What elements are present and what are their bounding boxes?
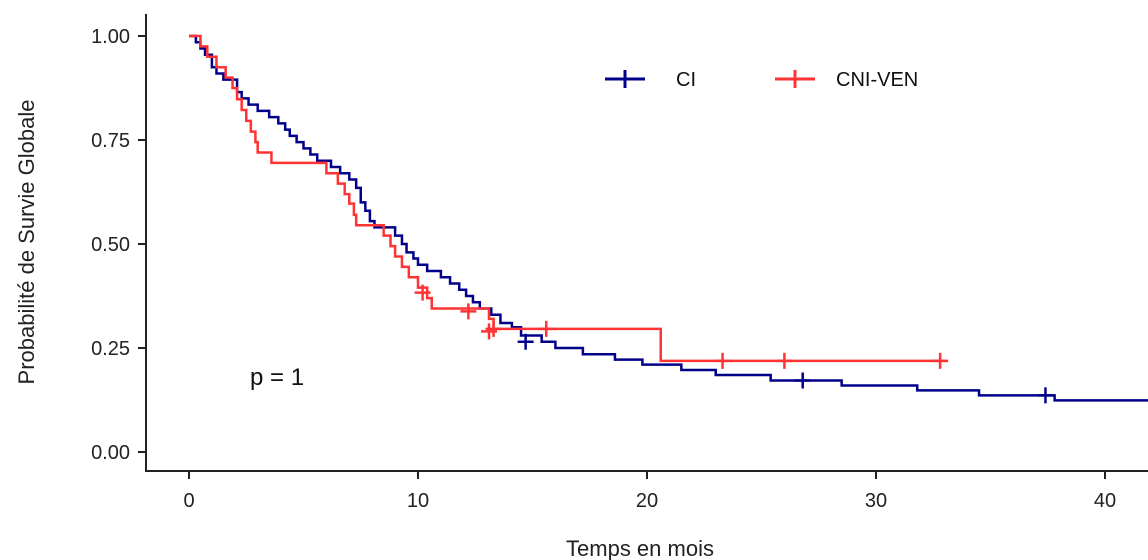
legend-item-ci: CI bbox=[605, 69, 696, 91]
y-tick-label: 0.00 bbox=[91, 442, 130, 464]
plot-area bbox=[189, 34, 1148, 404]
legend: CI CNI-VEN bbox=[605, 69, 918, 91]
axes: 0 10 20 30 40 0.00 0.25 0.50 0.75 1.00 bbox=[91, 14, 1148, 512]
censor-mark-ci bbox=[517, 333, 534, 350]
censor-mark-cni-ven bbox=[776, 352, 793, 369]
y-tick-label: 0.25 bbox=[91, 338, 130, 360]
censor-mark-cni-ven bbox=[714, 352, 731, 369]
y-tick-label: 0.75 bbox=[91, 130, 130, 152]
censor-mark-cni-ven bbox=[538, 320, 555, 337]
series-line-ci bbox=[189, 34, 1148, 402]
x-tick-label: 30 bbox=[865, 490, 887, 512]
legend-item-cni-ven: CNI-VEN bbox=[775, 69, 918, 91]
censor-mark-cni-ven bbox=[932, 352, 949, 369]
p-value-annotation: p = 1 bbox=[250, 364, 304, 391]
censor-mark-ci bbox=[794, 372, 811, 389]
series-line-cni-ven bbox=[189, 34, 945, 363]
x-tick-label: 20 bbox=[636, 490, 658, 512]
x-tick-label: 0 bbox=[183, 490, 194, 512]
x-axis-title: Temps en mois bbox=[566, 536, 714, 560]
legend-label-ci: CI bbox=[676, 69, 696, 91]
censor-mark-cni-ven bbox=[414, 284, 431, 301]
y-tick-label: 1.00 bbox=[91, 26, 130, 48]
x-tick-label: 40 bbox=[1094, 490, 1116, 512]
censor-mark-ci bbox=[1037, 387, 1054, 404]
legend-label-cni-ven: CNI-VEN bbox=[836, 69, 918, 91]
y-axis-title: Probabilité de Survie Globale bbox=[14, 100, 39, 385]
x-tick-label: 10 bbox=[407, 490, 429, 512]
censor-mark-cni-ven bbox=[485, 320, 502, 337]
censor-mark-cni-ven bbox=[460, 303, 477, 320]
y-tick-label: 0.50 bbox=[91, 234, 130, 256]
